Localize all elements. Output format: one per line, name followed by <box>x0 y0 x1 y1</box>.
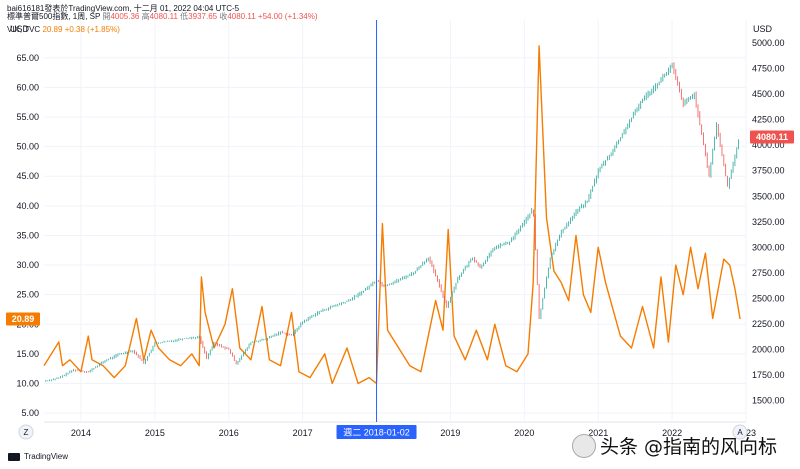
left-tick-label: 60.00 <box>16 82 39 92</box>
vix-last-price-badge: 20.89 <box>6 312 40 326</box>
right-tick-label: 3250.00 <box>752 217 785 227</box>
left-tick-label: 30.00 <box>16 260 39 270</box>
publish-datetime: 十二月 01, 2022 04:04 UTC-5 <box>133 4 240 13</box>
low-label: 低 <box>180 12 189 21</box>
right-tick-label: 4250.00 <box>752 115 785 125</box>
spx-change: +54.00 (+1.34%) <box>257 12 318 21</box>
auto-scale-button[interactable]: A <box>732 424 748 440</box>
close-label: 收 <box>219 12 228 21</box>
left-tick-label: 65.00 <box>16 53 39 63</box>
time-tick-label: 2017 <box>293 428 313 438</box>
spx-symbol: 標準普爾500指數, 1周, SP <box>7 12 101 21</box>
low-value: 3937.65 <box>188 12 218 21</box>
open-label: 開 <box>102 12 111 21</box>
watermark-avatar-icon <box>572 433 596 458</box>
left-tick-label: 35.00 <box>16 230 39 240</box>
right-tick-label: 4000.00 <box>752 140 785 150</box>
time-tick-label: 2022 <box>662 428 682 438</box>
vix-change: +0.38 (+1.85%) <box>64 25 120 34</box>
vix-series <box>43 45 741 385</box>
tradingview-logo-icon <box>8 452 20 461</box>
left-tick-label: 5.00 <box>21 408 39 418</box>
right-tick-label: 2000.00 <box>752 344 785 354</box>
crosshair-date: 週二 2018-01-02 <box>343 428 410 438</box>
right-tick-label: 4750.00 <box>752 64 785 74</box>
time-tick-label: 2016 <box>219 428 239 438</box>
open-value: 4005.36 <box>110 12 140 21</box>
left-tick-label: 55.00 <box>16 112 39 122</box>
right-tick-label: 2500.00 <box>752 293 785 303</box>
right-tick-label: 3000.00 <box>752 242 785 252</box>
left-tick-label: 15.00 <box>16 349 39 359</box>
right-tick-label: 2250.00 <box>752 319 785 329</box>
right-tick-label: 4500.00 <box>752 89 785 99</box>
left-tick-label: 50.00 <box>16 142 39 152</box>
vix-last-price: 20.89 <box>12 314 35 324</box>
right-tick-label: 1500.00 <box>752 396 785 406</box>
vix-line <box>43 45 741 385</box>
time-tick-label: 2019 <box>440 428 460 438</box>
left-tick-label: 45.00 <box>16 171 39 181</box>
right-tick-label: 5000.00 <box>752 38 785 48</box>
right-tick-label: 3750.00 <box>752 166 785 176</box>
time-tick-label: 2014 <box>71 428 91 438</box>
right-tick-label: 3500.00 <box>752 191 785 201</box>
crosshair-date-badge: 週二 2018-01-02 <box>336 425 417 439</box>
tradingview-brand[interactable]: TradingView <box>8 452 68 461</box>
watermark-text: 头条 @指南的风向标 <box>600 436 778 458</box>
zoom-button-label: Z <box>24 428 29 437</box>
spx-last-price-badge: 4080.11 <box>750 130 794 144</box>
gridlines <box>44 20 747 423</box>
right-tick-label: 1750.00 <box>752 370 785 380</box>
left-tick-label: 10.00 <box>16 379 39 389</box>
spx-series <box>45 62 740 382</box>
publish-text: 發表於TradingView.com, <box>44 4 132 13</box>
vix-value: 20.89 <box>42 25 63 34</box>
time-tick-label: 2015 <box>145 428 165 438</box>
right-tick-label: 2750.00 <box>752 268 785 278</box>
high-label: 高 <box>141 12 150 21</box>
close-value: 4080.11 <box>227 12 256 21</box>
right-axis-unit: USD <box>753 24 773 34</box>
tradingview-brand-text: TradingView <box>24 452 69 461</box>
vix-symbol: VIX, TVC <box>7 25 41 34</box>
vix-legend[interactable]: VIX, TVC 20.89 +0.38 (+1.85%) <box>7 25 120 34</box>
right-price-axis[interactable]: 1500.00 1750.00 2000.00 2250.00 2500.00 2750.… <box>752 38 785 405</box>
zoom-button[interactable]: Z <box>18 424 34 440</box>
left-tick-label: 40.00 <box>16 201 39 211</box>
left-tick-label: 25.00 <box>16 290 39 300</box>
watermark: 头条 @指南的风向标 <box>572 432 777 459</box>
left-axis-unit: USD <box>10 24 30 34</box>
header-publish-line: bai616181發表於TradingView.com, 十二月 01, 202… <box>7 3 239 14</box>
high-value: 4080.11 <box>149 12 178 21</box>
publisher-name: bai616181 <box>7 4 45 13</box>
left-price-axis[interactable]: 5.0010.0015.0020.0025.0030.0035.0040.004… <box>16 53 39 418</box>
spx-last-price: 4080.11 <box>756 132 788 142</box>
spx-legend[interactable]: 標準普爾500指數, 1周, SP 開4005.36 高4080.11 低393… <box>7 11 318 22</box>
time-tick-label: 2021 <box>588 428 608 438</box>
time-tick-label: 2020 <box>514 428 534 438</box>
auto-scale-button-label: A <box>737 428 743 437</box>
